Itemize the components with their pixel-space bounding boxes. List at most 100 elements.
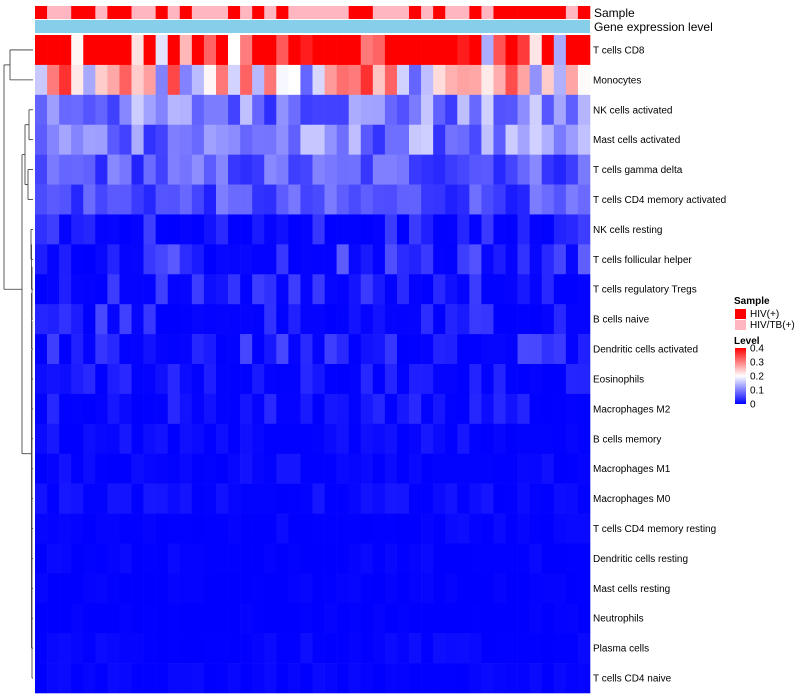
heatmap-cell <box>71 633 84 664</box>
heatmap-cell <box>445 304 458 335</box>
heatmap-cell <box>143 274 156 305</box>
heatmap-cell <box>493 35 506 66</box>
sample-annotation-cell <box>95 6 108 19</box>
heatmap-cell <box>179 393 193 425</box>
heatmap-cell <box>517 64 530 96</box>
heatmap-cell <box>433 663 446 694</box>
heatmap-cell <box>71 274 84 305</box>
heatmap-cell <box>203 453 217 484</box>
heatmap-cell <box>95 64 108 96</box>
heatmap-cell <box>300 483 313 514</box>
heatmap-cell <box>95 513 108 544</box>
heatmap-cell <box>59 35 72 66</box>
heatmap-cell <box>336 633 349 664</box>
heatmap-cell <box>131 423 144 455</box>
heatmap-cell <box>553 663 567 694</box>
heatmap-cell <box>252 393 265 425</box>
heatmap-cell <box>517 453 530 484</box>
heatmap-cell <box>360 393 374 425</box>
heatmap-cell <box>95 184 108 215</box>
heatmap-cell <box>191 573 205 604</box>
heatmap-cell <box>421 124 434 155</box>
heatmap-cell <box>288 393 301 425</box>
heatmap-cell <box>565 184 579 215</box>
heatmap-cell <box>300 214 313 245</box>
heatmap-cell <box>143 154 156 185</box>
legend-level-tick: 0.3 <box>750 358 764 369</box>
sample-annotation-cell <box>228 6 241 19</box>
heatmap-cell <box>553 573 567 604</box>
heatmap-cell <box>119 543 132 574</box>
heatmap-cell <box>264 154 277 185</box>
heatmap-cell <box>517 364 530 395</box>
heatmap-cell <box>264 603 277 634</box>
heatmap-cell <box>143 214 156 245</box>
heatmap-cell <box>481 184 494 215</box>
heatmap-cell <box>457 94 470 126</box>
heatmap-cell <box>59 573 72 604</box>
heatmap-cell <box>167 423 181 455</box>
sample-annotation-cell <box>119 6 132 19</box>
heatmap-cell <box>71 214 84 245</box>
heatmap-cell <box>360 603 374 634</box>
heatmap-cell <box>167 94 181 126</box>
heatmap-cell <box>167 543 181 574</box>
heatmap-cell <box>276 423 289 455</box>
heatmap-cell <box>191 124 205 155</box>
heatmap-cell <box>59 453 72 484</box>
heatmap-cell <box>119 244 132 275</box>
heatmap-cell <box>360 214 374 245</box>
heatmap-cell <box>457 513 470 544</box>
sample-annotation-cell <box>324 6 337 19</box>
heatmap-cell <box>457 244 470 275</box>
heatmap-cell <box>481 633 494 664</box>
heatmap-cell <box>179 334 193 365</box>
heatmap-cell <box>384 334 398 365</box>
heatmap-cell <box>384 513 398 544</box>
heatmap-cell <box>215 214 229 245</box>
heatmap-cell <box>215 543 229 574</box>
heatmap-cell <box>565 124 579 155</box>
sample-annotation-cell <box>445 6 458 19</box>
heatmap-cell <box>119 214 132 245</box>
row-dendrogram <box>3 49 33 679</box>
heatmap-cell <box>228 35 241 66</box>
heatmap-cell <box>360 483 374 514</box>
heatmap-cell <box>324 633 337 664</box>
heatmap-cell <box>433 274 446 305</box>
heatmap-cell <box>396 214 410 245</box>
heatmap-cell <box>348 184 362 215</box>
heatmap-cell <box>565 423 579 455</box>
heatmap-cell <box>143 304 156 335</box>
heatmap-cell <box>179 603 193 634</box>
heatmap-cell <box>324 64 337 96</box>
heatmap-cell <box>276 453 289 484</box>
heatmap-cell <box>71 513 84 544</box>
heatmap-cell <box>469 154 482 185</box>
heatmap-cell <box>35 64 48 96</box>
heatmap-cell <box>35 603 48 634</box>
heatmap-cell <box>300 304 313 335</box>
heatmap-cell <box>155 274 169 305</box>
heatmap-cell <box>384 423 398 455</box>
heatmap-cell <box>300 423 313 455</box>
heatmap-cell <box>445 334 458 365</box>
heatmap-cell <box>215 393 229 425</box>
heatmap-cell <box>493 513 506 544</box>
heatmap-cell <box>288 244 301 275</box>
heatmap-cell <box>228 94 241 126</box>
heatmap-cell <box>372 304 386 335</box>
heatmap-cell <box>457 274 470 305</box>
heatmap-cell <box>457 64 470 96</box>
heatmap-cell <box>565 64 579 96</box>
heatmap-cell <box>143 513 156 544</box>
heatmap-cell <box>47 543 60 574</box>
heatmap-cell <box>288 124 301 155</box>
heatmap-cell <box>215 124 229 155</box>
heatmap-cell <box>95 603 108 634</box>
heatmap-cell <box>433 184 446 215</box>
heatmap-cell <box>409 423 422 455</box>
heatmap-cell <box>59 154 72 185</box>
heatmap-cell <box>71 244 84 275</box>
heatmap-cell <box>240 274 253 305</box>
